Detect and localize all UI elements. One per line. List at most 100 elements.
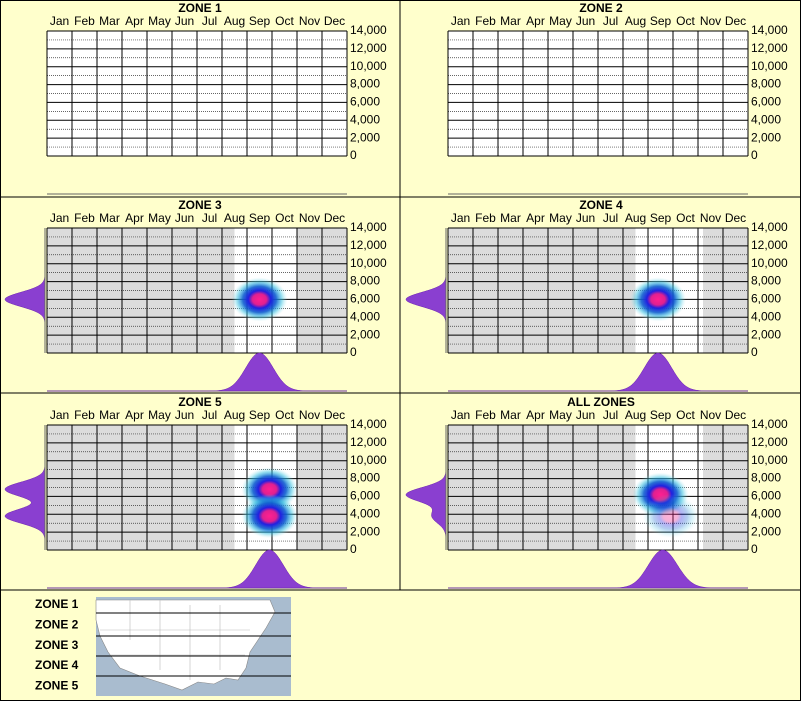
month-label: Dec xyxy=(725,211,746,225)
month-label: Jan xyxy=(50,14,69,28)
y-tick-label: 0 xyxy=(350,345,357,359)
month-label: Jun xyxy=(175,408,194,422)
month-label: Jul xyxy=(202,211,217,225)
month-density xyxy=(47,352,347,392)
month-label: Dec xyxy=(725,14,746,28)
zone-label: ZONE 4 xyxy=(35,658,79,672)
panel-title: ZONE 3 xyxy=(178,198,222,212)
month-label: Jul xyxy=(603,211,618,225)
month-label: Nov xyxy=(700,408,721,422)
month-label: Apr xyxy=(526,211,545,225)
panel: ZONE 4 0 2,000 4,000 6,000 8,000 10,000 12,000 1… xyxy=(405,198,788,392)
month-label: Mar xyxy=(99,211,120,225)
month-label: Dec xyxy=(324,408,345,422)
y-tick-label: 4,000 xyxy=(751,506,781,520)
y-tick-label: 14,000 xyxy=(751,417,788,431)
y-tick-label: 8,000 xyxy=(751,274,781,288)
y-tick-label: 4,000 xyxy=(751,309,781,323)
month-label: Oct xyxy=(275,211,294,225)
month-label: Jan xyxy=(50,408,69,422)
zone-label: ZONE 1 xyxy=(35,597,79,611)
y-tick-label: 6,000 xyxy=(751,489,781,503)
month-label: Jan xyxy=(451,211,470,225)
y-tick-label: 0 xyxy=(350,148,357,162)
month-label: Sep xyxy=(249,14,271,28)
panel-title: ALL ZONES xyxy=(567,395,635,409)
y-tick-label: 4,000 xyxy=(350,309,380,323)
panel: ZONE 5 0 2,000 4,000 6,000 8,000 10,000 12,000 1… xyxy=(4,395,387,589)
y-tick-label: 0 xyxy=(751,345,758,359)
month-label: Apr xyxy=(125,14,144,28)
month-label: Feb xyxy=(475,14,496,28)
month-label: Apr xyxy=(526,14,545,28)
y-tick-label: 10,000 xyxy=(751,59,788,73)
y-tick-label: 8,000 xyxy=(751,471,781,485)
panel-title: ZONE 5 xyxy=(178,395,222,409)
month-label: Nov xyxy=(700,14,721,28)
y-tick-label: 10,000 xyxy=(751,256,788,270)
month-label: Jul xyxy=(603,408,618,422)
month-label: Jun xyxy=(576,408,595,422)
month-label: Nov xyxy=(299,211,320,225)
month-label: Jan xyxy=(451,408,470,422)
hotspot xyxy=(241,494,298,539)
month-label: Dec xyxy=(324,14,345,28)
month-label: Aug xyxy=(224,14,245,28)
month-label: May xyxy=(148,14,171,28)
y-tick-label: 10,000 xyxy=(350,59,387,73)
month-label: Jun xyxy=(576,14,595,28)
month-label: Jun xyxy=(175,211,194,225)
month-density xyxy=(448,549,748,589)
month-label: Oct xyxy=(676,211,695,225)
y-tick-label: 6,000 xyxy=(751,95,781,109)
y-tick-label: 14,000 xyxy=(751,23,788,37)
month-label: Aug xyxy=(625,14,646,28)
month-label: Feb xyxy=(475,211,496,225)
month-label: Nov xyxy=(299,14,320,28)
month-label: Aug xyxy=(224,211,245,225)
month-label: Dec xyxy=(324,211,345,225)
y-tick-label: 0 xyxy=(350,542,357,556)
y-tick-label: 12,000 xyxy=(751,435,788,449)
month-label: Sep xyxy=(650,14,672,28)
month-label: May xyxy=(549,408,572,422)
month-label: Feb xyxy=(74,408,95,422)
y-tick-label: 10,000 xyxy=(350,256,387,270)
month-label: Jan xyxy=(451,14,470,28)
zone-label: ZONE 5 xyxy=(35,678,79,692)
month-label: Apr xyxy=(526,408,545,422)
y-tick-label: 10,000 xyxy=(751,453,788,467)
month-label: May xyxy=(549,14,572,28)
y-tick-label: 0 xyxy=(751,148,758,162)
y-tick-label: 2,000 xyxy=(751,130,781,144)
y-tick-label: 4,000 xyxy=(350,506,380,520)
y-tick-label: 2,000 xyxy=(350,130,380,144)
zone-label: ZONE 3 xyxy=(35,638,79,652)
panel: ALL ZONES 0 2,000 4,000 6,000 8,000 10,000 12,0… xyxy=(405,395,788,589)
y-tick-label: 8,000 xyxy=(350,274,380,288)
y-tick-label: 2,000 xyxy=(751,327,781,341)
hotspot xyxy=(231,277,288,322)
panel: ZONE 3 0 2,000 4,000 6,000 8,000 10,000 12,000 1… xyxy=(4,198,387,392)
month-density xyxy=(448,352,748,392)
month-label: Feb xyxy=(74,211,95,225)
month-label: Mar xyxy=(500,408,521,422)
legend-map xyxy=(95,597,291,696)
month-label: Aug xyxy=(625,211,646,225)
y-tick-label: 2,000 xyxy=(751,524,781,538)
month-label: Oct xyxy=(275,14,294,28)
y-tick-label: 12,000 xyxy=(350,435,387,449)
panel-title: ZONE 2 xyxy=(579,1,623,15)
month-label: May xyxy=(148,408,171,422)
month-label: May xyxy=(549,211,572,225)
y-tick-label: 12,000 xyxy=(350,41,387,55)
month-label: Sep xyxy=(249,408,271,422)
month-label: Feb xyxy=(74,14,95,28)
month-label: Apr xyxy=(125,211,144,225)
panel: ZONE 1 0 2,000 4,000 6,000 8,000 10,000 12,000 1… xyxy=(46,1,387,195)
y-tick-label: 4,000 xyxy=(751,112,781,126)
y-tick-label: 12,000 xyxy=(751,238,788,252)
y-tick-label: 2,000 xyxy=(350,327,380,341)
y-tick-label: 14,000 xyxy=(350,417,387,431)
